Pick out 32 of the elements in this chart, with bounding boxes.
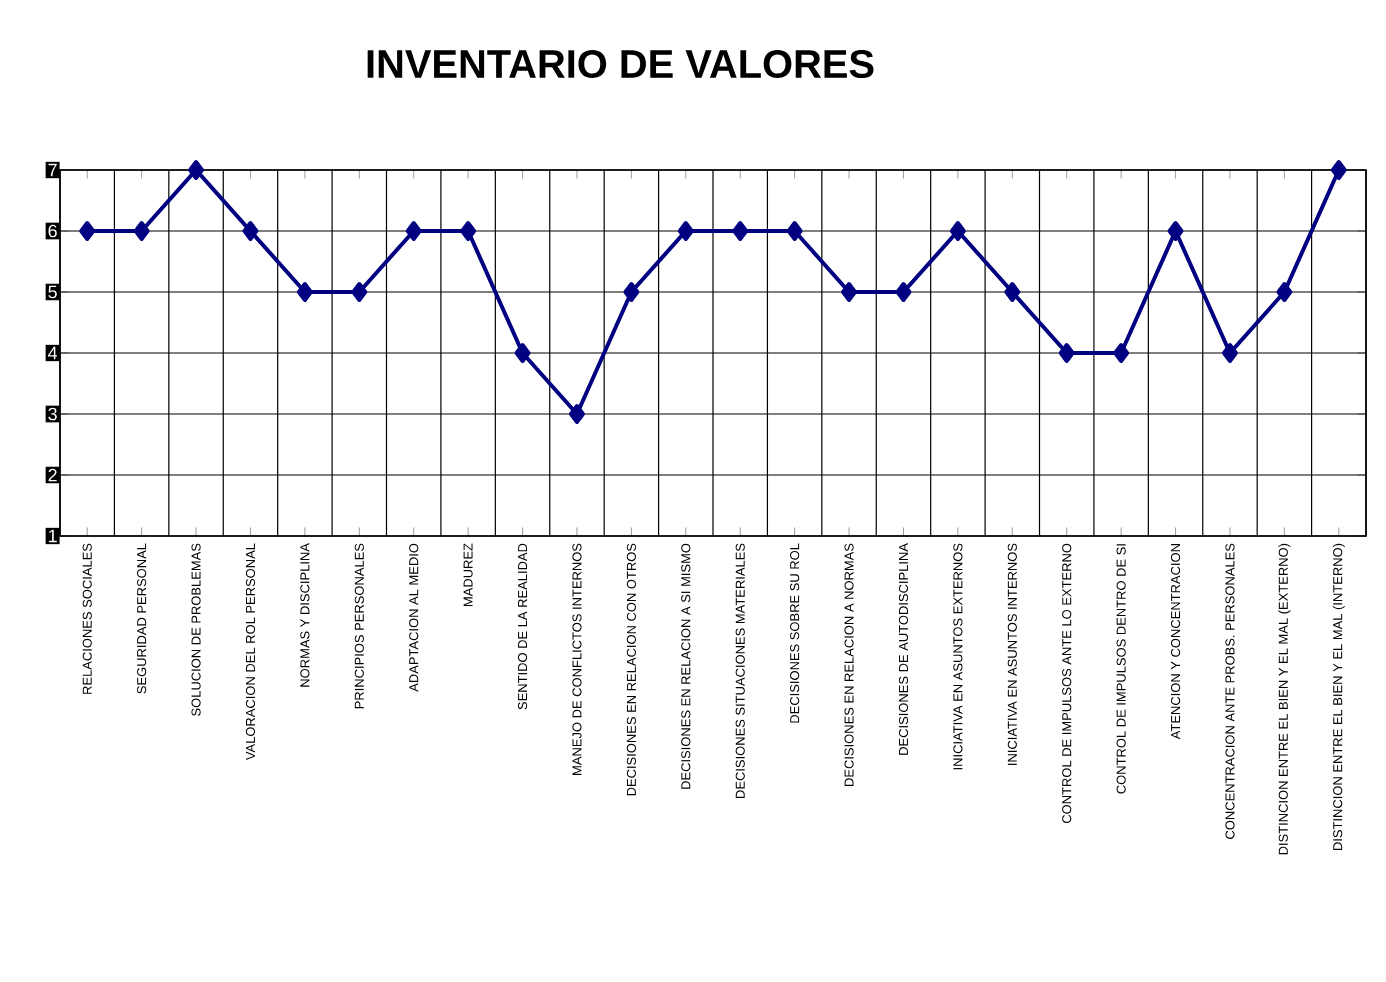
y-tick-label: 7 [48,163,57,177]
point [1113,343,1130,363]
point [623,282,640,302]
point [677,221,694,241]
y-tick-label: 2 [48,468,57,482]
point [188,160,205,180]
point [841,282,858,302]
point [732,221,749,241]
y-tick-label: 6 [48,224,57,238]
point [949,221,966,241]
y-tick-label: 3 [48,407,57,421]
y-tick-label: 5 [48,285,57,299]
point [514,343,531,363]
point [1276,282,1293,302]
point [460,221,477,241]
chart-title: INVENTARIO DE VALORES [367,49,874,79]
point [786,221,803,241]
point [1221,343,1238,363]
point [1330,160,1347,180]
point [1058,343,1075,363]
point [1167,221,1184,241]
point [895,282,912,302]
point [568,404,585,424]
point [296,282,313,302]
point [1004,282,1021,302]
point [79,221,96,241]
y-tick-label: 1 [49,529,57,543]
y-tick-label: 4 [48,346,58,360]
point [242,221,259,241]
point [351,282,368,302]
point [405,221,422,241]
point [133,221,150,241]
